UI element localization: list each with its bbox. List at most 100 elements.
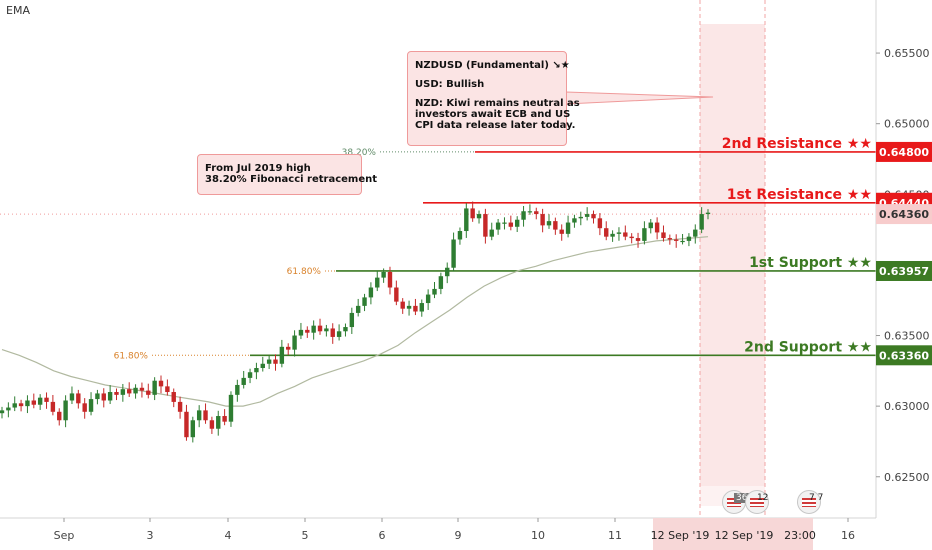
level-label: 2nd Support ★★ <box>744 339 872 355</box>
price-tag-label: 0.63360 <box>879 349 929 362</box>
candle-body <box>578 216 583 219</box>
candle-body <box>470 208 475 219</box>
candle-body <box>18 403 24 407</box>
candle-body <box>368 287 374 298</box>
price-tag <box>876 345 932 366</box>
candle-body <box>514 219 520 227</box>
candle-body <box>349 312 355 328</box>
event-count: 362 <box>734 493 756 503</box>
us-event-icon[interactable]: 12 <box>745 490 769 514</box>
time-label-box <box>719 518 813 550</box>
candle-body <box>527 211 533 213</box>
fib-label: 38.20% <box>342 148 377 158</box>
candle-body <box>476 214 482 219</box>
candle-body <box>413 305 418 312</box>
candle-body <box>266 359 272 364</box>
candle-body <box>57 411 62 421</box>
candle-body <box>629 236 634 239</box>
x-tick-label: 10 <box>531 529 545 542</box>
candle-body <box>635 238 641 241</box>
candle-body <box>292 335 297 350</box>
candle-body <box>120 389 126 395</box>
candle-body <box>311 325 316 333</box>
price-tag-label: 0.64800 <box>879 146 929 159</box>
note-usd: USD: Bullish <box>415 79 485 90</box>
candle-body <box>521 211 526 220</box>
x-time-label: 12 Sep '19 <box>715 529 774 542</box>
candle-body <box>317 325 323 332</box>
y-tick-label: 0.65000 <box>884 118 930 131</box>
candle-body <box>235 384 240 395</box>
us-event-icon[interactable]: 362 <box>722 490 756 514</box>
candle-body <box>406 305 412 309</box>
candle-body <box>254 368 259 373</box>
candle-body <box>597 218 603 229</box>
candle-body <box>203 410 208 421</box>
ema-indicator-label: EMA <box>6 4 30 17</box>
candle-body <box>101 393 106 401</box>
price-tag <box>876 260 932 281</box>
candle-body <box>260 363 265 369</box>
fib-label: 61.80% <box>287 267 322 277</box>
candle-body <box>171 392 176 402</box>
note-pointer <box>565 91 714 105</box>
note-nzd-line: investors await ECB and US <box>415 109 571 120</box>
candle-body <box>540 214 545 226</box>
candle-body <box>661 232 666 239</box>
candle-body <box>114 392 119 395</box>
candle-body <box>445 267 450 277</box>
candle-body <box>50 401 56 412</box>
candle-body <box>495 222 501 230</box>
fundamental-note: NZDUSD (Fundamental) ↘★ USD: Bullish NZD… <box>407 51 580 146</box>
candle-body <box>610 233 615 237</box>
candle-body <box>355 305 361 313</box>
candle-body <box>177 401 183 412</box>
y-tick-label: 0.63500 <box>884 330 930 343</box>
candle-body <box>247 372 253 378</box>
fib-note-line: From Jul 2019 high <box>205 163 311 174</box>
x-tick-label: 6 <box>379 529 386 542</box>
us-flag-icon <box>802 498 816 507</box>
price-tag-label: 0.64360 <box>879 208 929 221</box>
y-tick-label: 0.63000 <box>884 400 930 413</box>
candle-body <box>699 214 704 230</box>
candle-body <box>616 232 622 234</box>
candle-body <box>6 407 11 411</box>
candle-body <box>565 222 571 234</box>
candle-body <box>451 239 456 268</box>
candle-body <box>362 297 367 306</box>
x-tick-label: 4 <box>225 529 232 542</box>
candle-body <box>324 328 329 332</box>
event-count: 12 <box>757 493 769 503</box>
candle-body <box>591 214 596 219</box>
level-labels: 2nd Resistance ★★ 38.20% 1st Resistance ★★… <box>114 136 872 361</box>
candle-body <box>127 389 132 394</box>
us-flag-icon <box>750 498 764 507</box>
candle-body <box>76 393 81 404</box>
candle-body <box>400 301 405 309</box>
candle-body <box>184 411 189 438</box>
candle-body <box>209 420 215 429</box>
candle-body <box>12 403 17 408</box>
candle-body <box>216 416 221 429</box>
candle-body <box>642 228 647 241</box>
x-time-label: 12 Sep '19 <box>651 529 710 542</box>
candle-body <box>107 392 113 401</box>
us-event-icon[interactable]: 7 7 <box>797 490 823 514</box>
candle-body <box>572 218 577 223</box>
candle-body <box>457 231 463 240</box>
candle-body <box>44 397 49 402</box>
projection-band <box>700 24 765 486</box>
x-tick-label: 11 <box>608 529 622 542</box>
candle-body <box>0 410 5 414</box>
candle-body <box>25 400 30 407</box>
candle-body <box>273 359 278 364</box>
level-lines <box>0 91 876 357</box>
candle-body <box>165 386 170 393</box>
candle-body <box>508 222 514 227</box>
y-tick-label: 0.65500 <box>884 47 930 60</box>
candle-body <box>559 229 564 234</box>
candle-body <box>375 277 380 288</box>
